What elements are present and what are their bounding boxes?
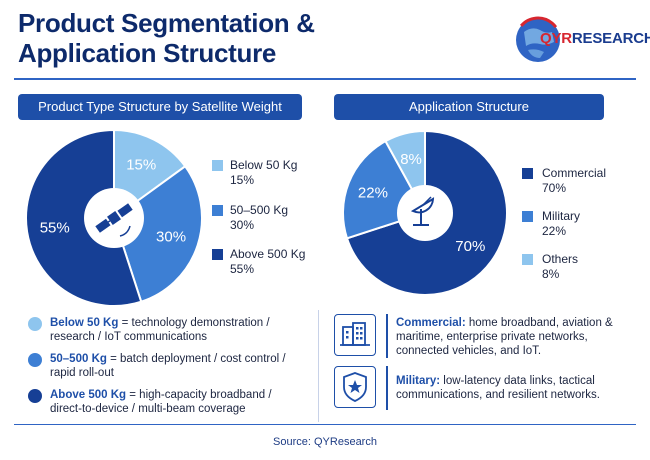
app-bar-military (386, 366, 388, 410)
note-dot-50-500 (28, 353, 42, 367)
note-dot-below-50 (28, 317, 42, 331)
app-bar-commercial (386, 314, 388, 358)
legend-swatch-military (522, 211, 533, 222)
pie-label-1-0: 70% (455, 238, 485, 255)
legend-swatch-commercial (522, 168, 533, 179)
page-title: Product Segmentation & Application Struc… (18, 8, 315, 68)
app-military: Military: low-latency data links, tactic… (396, 375, 600, 401)
buildings-icon (334, 314, 376, 356)
header-divider (14, 78, 636, 80)
application-pie-chart: 70% 22% 8% (342, 129, 508, 296)
pie-label-0-1: 30% (156, 229, 186, 246)
legend-item-above-500: Above 500 Kg 55% (230, 247, 306, 276)
title-line-2: Application Structure (18, 38, 277, 68)
note-50-500: 50–500 Kg = batch deployment / cost cont… (50, 353, 286, 379)
legend-item-50-500: 50–500 Kg 30% (230, 203, 289, 232)
legend-swatch-below-50 (212, 160, 223, 171)
legend-item-military: Military 22% (542, 209, 580, 238)
source-note: Source: QYResearch (273, 436, 377, 448)
pie-label-0-2: 55% (40, 219, 70, 236)
pie-center-1 (397, 185, 453, 241)
product-type-heading: Product Type Structure by Satellite Weig… (18, 94, 302, 120)
section-divider (318, 310, 319, 422)
note-dot-above-500 (28, 389, 42, 403)
footer-divider (14, 424, 636, 425)
pie-label-1-2: 8% (400, 151, 422, 168)
logo-text: QYRRESEARCH (540, 30, 650, 47)
app-commercial: Commercial: home broadband, aviation & m… (396, 317, 613, 357)
legend-swatch-50-500 (212, 205, 223, 216)
application-heading: Application Structure (334, 94, 604, 120)
legend-item-commercial: Commercial 70% (542, 166, 607, 195)
satellite-icon (95, 203, 133, 233)
product-type-pie-chart: 15% 30% 55% (25, 128, 203, 307)
pie-label-0-0: 15% (126, 157, 156, 174)
legend-item-others: Others 8% (542, 252, 579, 281)
legend-item-below-50: Below 50 Kg 15% (230, 158, 298, 187)
pie-slice-0-1 (112, 164, 203, 303)
globe-logo-icon (514, 16, 562, 64)
note-below-50: Below 50 Kg = technology demonstration /… (50, 317, 270, 343)
legend-swatch-others (522, 254, 533, 265)
title-line-1: Product Segmentation & (18, 8, 315, 38)
shield-star-icon (334, 366, 376, 408)
signal-wave-icon (119, 225, 131, 237)
legend-swatch-above-500 (212, 249, 223, 260)
note-above-500: Above 500 Kg = high-capacity broadband /… (50, 389, 272, 415)
satellite-dish-icon (410, 196, 435, 226)
pie-label-1-1: 22% (358, 184, 388, 201)
pie-slice-0-2 (25, 128, 143, 307)
